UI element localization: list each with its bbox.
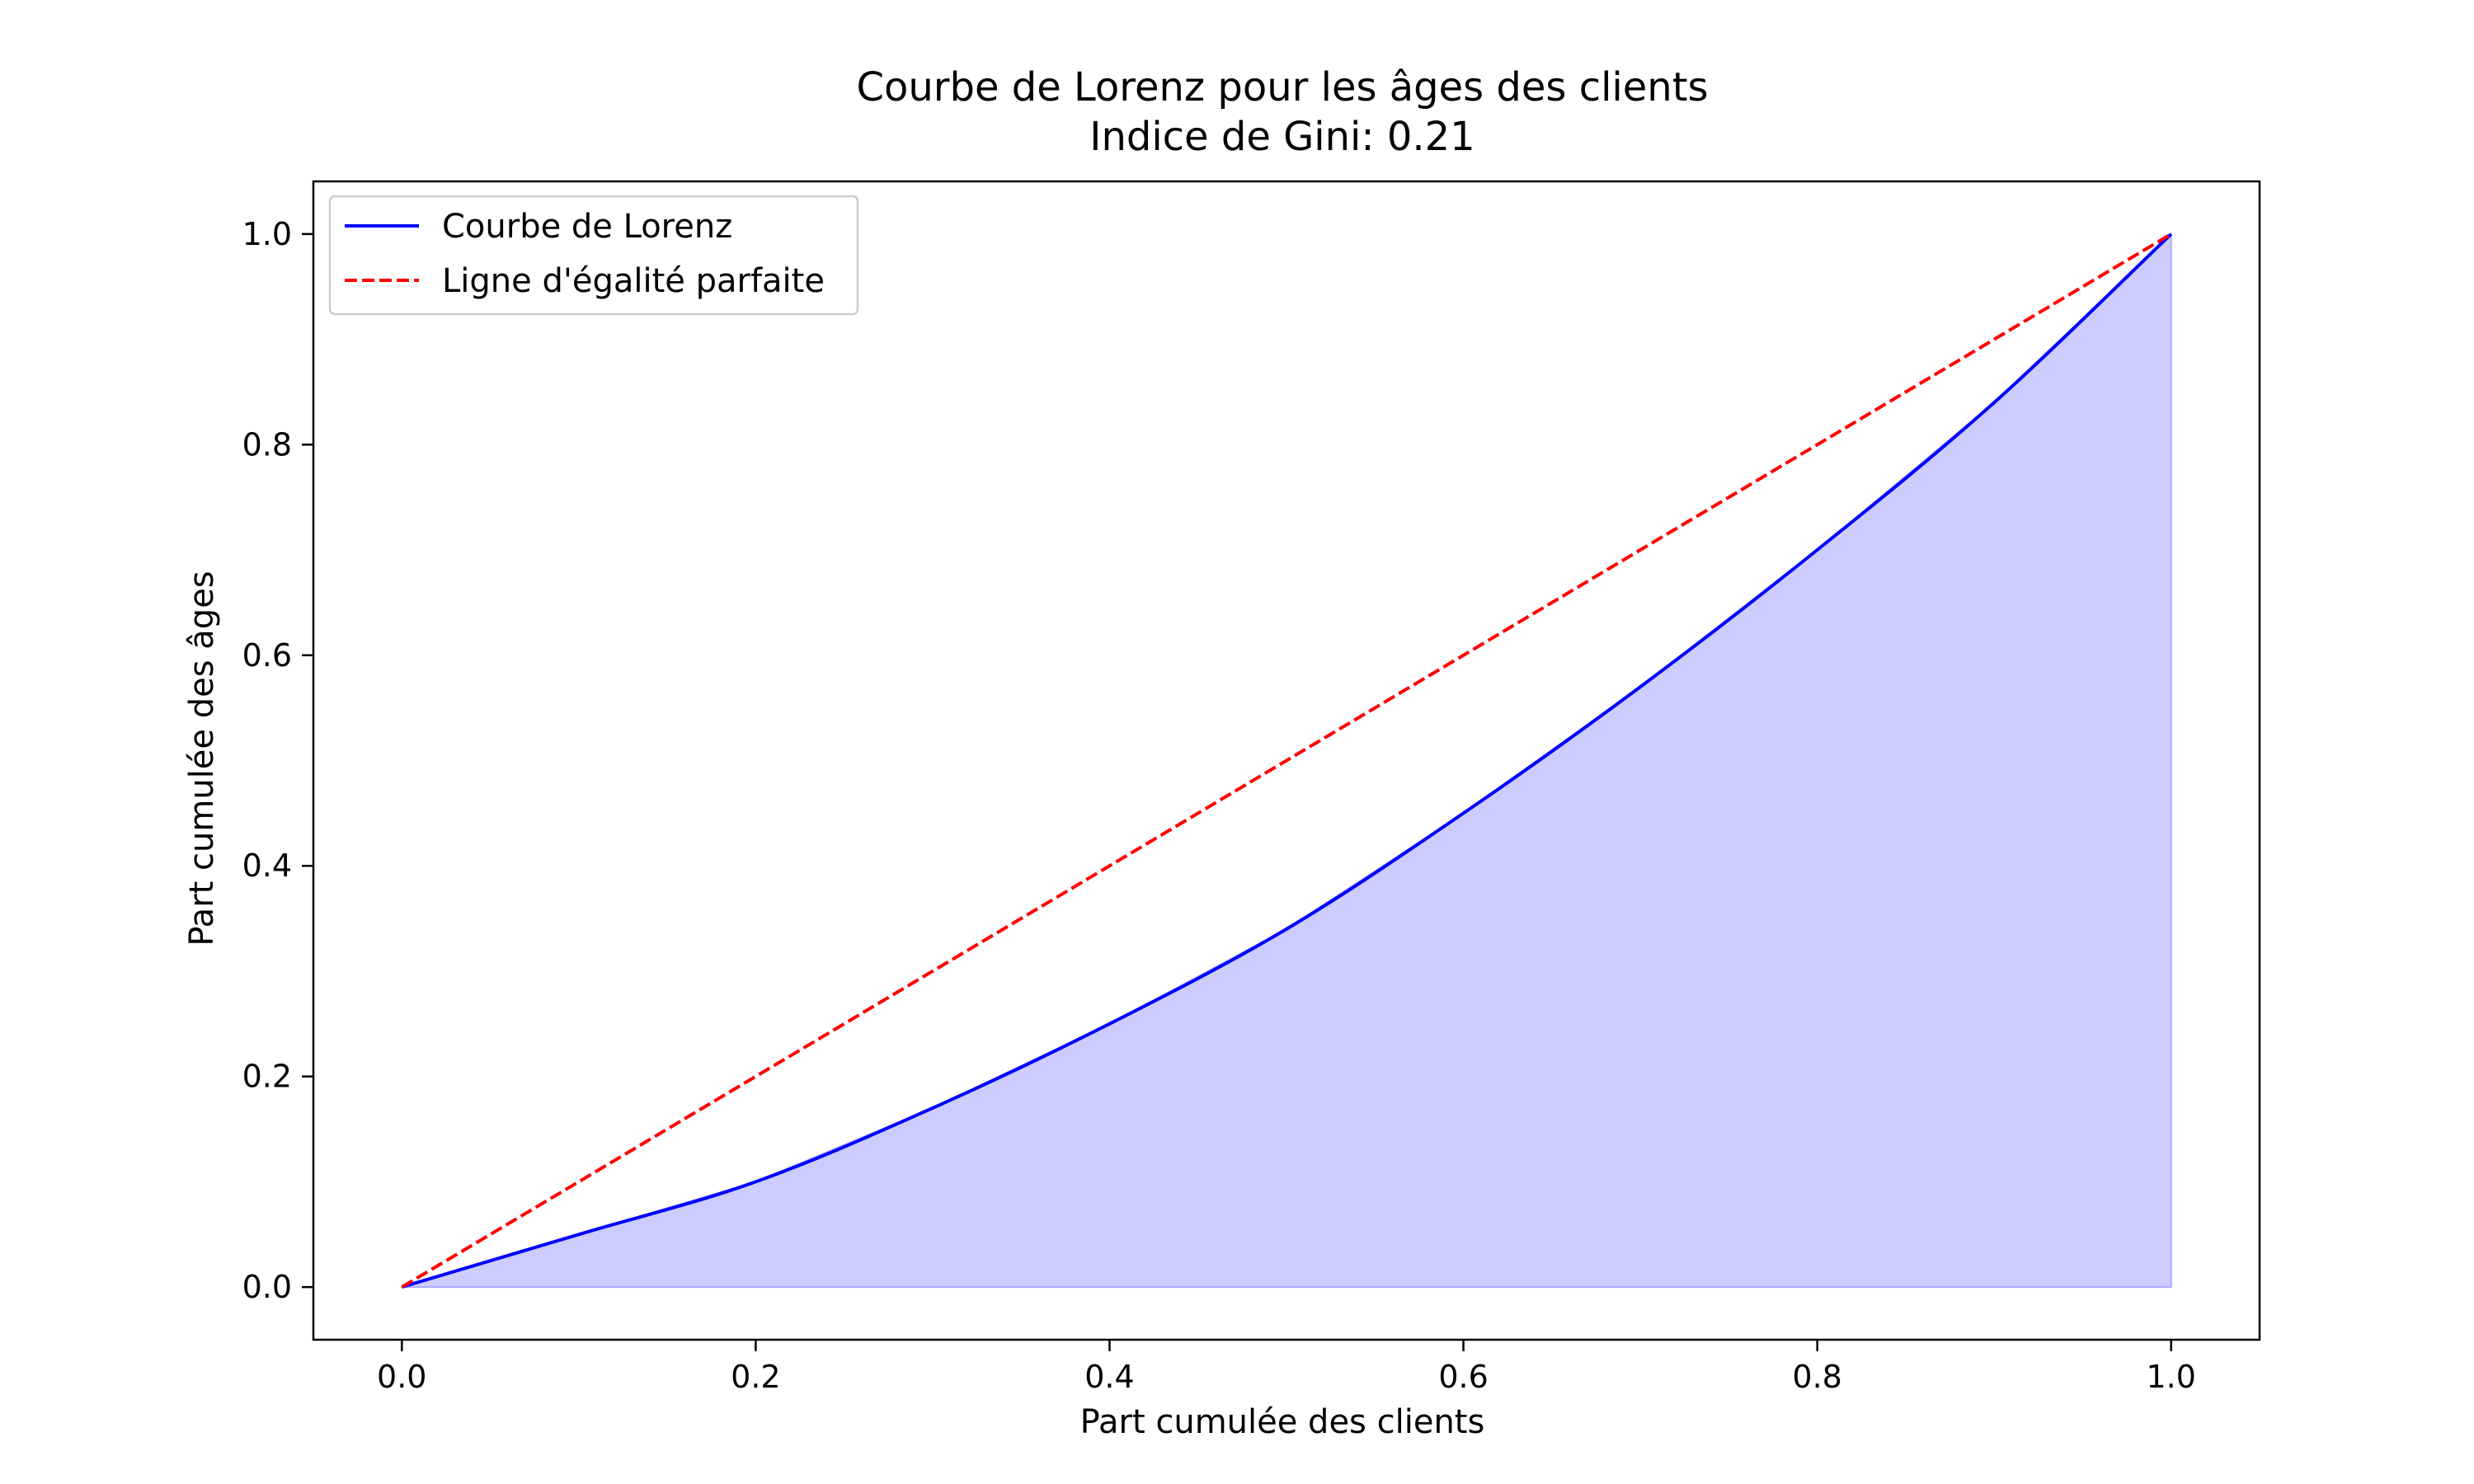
y-tick-label: 0.0 xyxy=(242,1269,292,1305)
legend-label-equality: Ligne d'égalité parfaite xyxy=(442,262,825,300)
x-tick-label: 0.0 xyxy=(377,1359,426,1395)
legend: Courbe de Lorenz Ligne d'égalité parfait… xyxy=(328,195,859,316)
y-tick-label: 0.8 xyxy=(242,426,292,463)
x-tick-label: 0.4 xyxy=(1084,1359,1134,1395)
chart-title: Courbe de Lorenz pour les âges des clien… xyxy=(856,64,1708,110)
series-line-lorenz xyxy=(401,232,2173,1289)
chart-subtitle: Indice de Gini: 0.21 xyxy=(1089,114,1475,160)
series-line-equality xyxy=(401,232,2172,1289)
x-tick-label: 0.8 xyxy=(1792,1359,1841,1395)
x-axis-label: Part cumulée des clients xyxy=(1080,1403,1485,1441)
axis-ticks: 0.0 0.2 0.4 0.6 0.8 1.0 0.0 0.2 0.4 0.6 0.8 1.0 xyxy=(242,216,2196,1395)
y-tick-label: 0.4 xyxy=(242,848,292,884)
legend-box xyxy=(328,195,859,316)
axes-frame xyxy=(312,180,2261,1341)
y-axis-label: Part cumulée des âges xyxy=(183,571,221,946)
y-tick-label: 1.0 xyxy=(242,216,292,252)
x-tick-label: 0.6 xyxy=(1438,1359,1488,1395)
legend-label-lorenz: Courbe de Lorenz xyxy=(442,208,732,246)
x-tick-label: 1.0 xyxy=(2147,1359,2196,1395)
y-tick-label: 0.2 xyxy=(242,1059,292,1095)
x-tick-label: 0.2 xyxy=(731,1359,780,1395)
plot-area xyxy=(401,232,2173,1289)
y-tick-label: 0.6 xyxy=(242,637,292,674)
